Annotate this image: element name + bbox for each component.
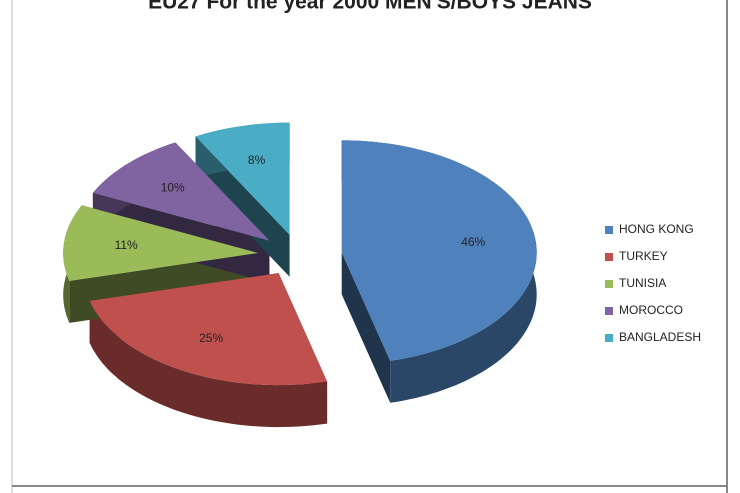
slice (89, 273, 328, 386)
slice-side (89, 300, 328, 428)
legend-label: MOROCCO (619, 303, 683, 317)
chart-title: EU27 For the year 2000 MEN'S/BOYS JEANS (148, 0, 592, 14)
slice (63, 205, 259, 281)
legend-swatch (605, 334, 613, 342)
value-label: 8% (248, 153, 266, 167)
legend-label: BANGLADESH (619, 330, 701, 344)
legend-label: TURKEY (619, 249, 668, 263)
legend-swatch (605, 226, 613, 234)
value-label: 10% (161, 181, 185, 195)
legend-label: TUNISIA (619, 276, 666, 290)
slice (341, 140, 537, 361)
legend-swatch (605, 307, 613, 315)
legend-swatch (605, 253, 613, 261)
legend-swatch (605, 280, 613, 288)
slice (195, 122, 290, 235)
slice-wall (341, 252, 391, 403)
legend-label: HONG KONG (619, 222, 694, 236)
value-label: 46% (461, 235, 485, 249)
value-label: 11% (115, 238, 138, 252)
value-label: 25% (199, 331, 223, 345)
slice (92, 142, 270, 241)
